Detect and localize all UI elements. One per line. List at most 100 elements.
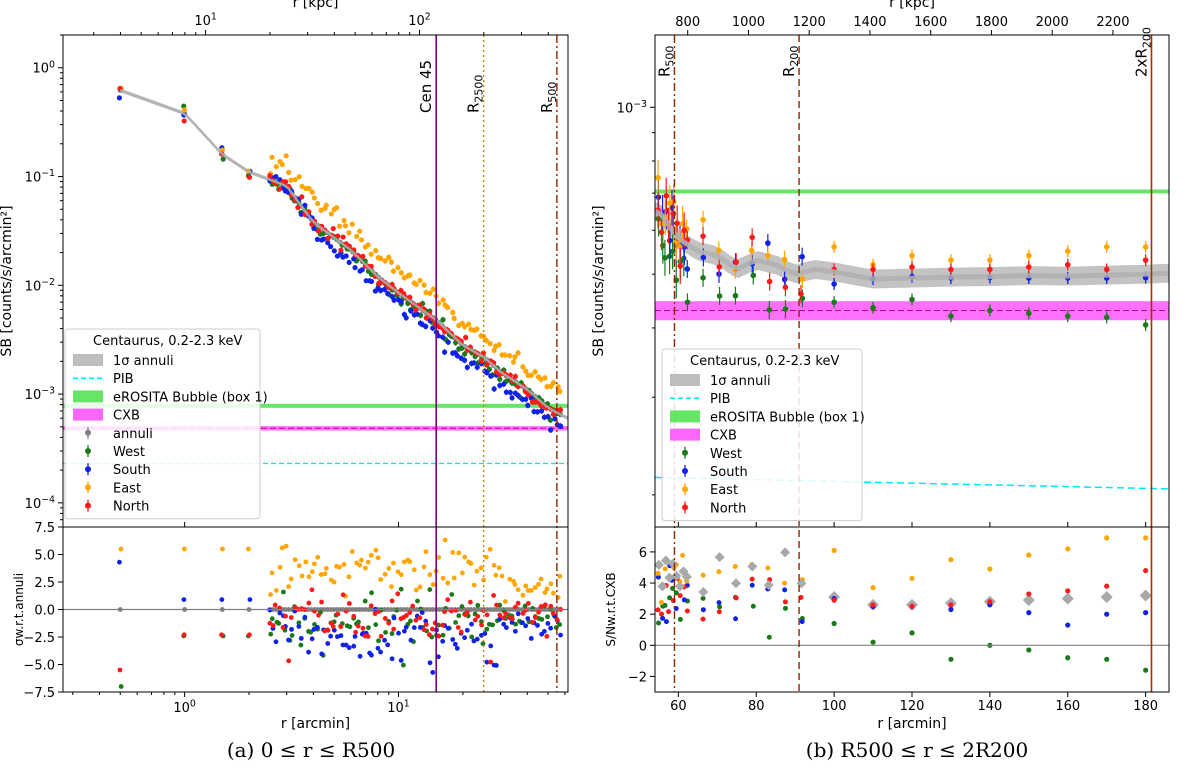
south-residual-point (417, 625, 423, 630)
west-point (1026, 310, 1032, 317)
west-point (497, 376, 503, 382)
north-residual-point (530, 620, 535, 625)
south-residual-point (289, 626, 294, 632)
top-tick-label: 2000 (1036, 15, 1069, 30)
ytick-label: 10−1 (25, 168, 55, 185)
east-residual-point (391, 560, 396, 566)
south-point (302, 202, 308, 208)
east-point (349, 221, 355, 227)
north-residual-point (423, 622, 429, 628)
north-residual-point (538, 604, 544, 609)
north-residual-point (479, 622, 484, 628)
east-point (299, 183, 305, 190)
north-residual-point (542, 602, 548, 608)
west-residual-point (308, 629, 314, 635)
annuli-line (119, 89, 568, 420)
south-residual-point (541, 628, 547, 634)
north-point (1026, 264, 1032, 270)
south-point (548, 427, 554, 433)
legend-entry: West (682, 446, 742, 462)
east-residual-point (357, 562, 363, 568)
east-residual-point (468, 561, 474, 566)
west-residual-point (280, 589, 286, 595)
top-tick-label: 1200 (793, 15, 826, 30)
east-point (1103, 244, 1110, 250)
west-sn-point (948, 656, 954, 662)
east-point (365, 242, 371, 248)
west-residual-point (118, 684, 124, 689)
east-residual-point (474, 568, 480, 574)
upper-ylabel: SB [counts/s/arcmin²] (591, 205, 607, 356)
south-sn-point (716, 600, 722, 606)
south-residual-point (401, 628, 407, 634)
south-residual-point (525, 616, 531, 621)
xtick-label: 80 (748, 699, 765, 714)
west-residual-point (398, 586, 404, 592)
annuli-sn-point (730, 578, 741, 589)
south-residual-point (398, 658, 404, 663)
north-residual-point (497, 612, 503, 618)
south-residual-point (352, 634, 358, 639)
north-point (557, 407, 564, 413)
north-residual-point (523, 607, 528, 613)
annuli-sn-point (698, 587, 709, 598)
north-residual-point (472, 617, 478, 623)
annuli-sn-point (1100, 591, 1113, 604)
east-residual-point (309, 569, 315, 575)
south-residual-point (396, 630, 401, 636)
east-point (523, 368, 529, 374)
east-sn-point (831, 547, 837, 553)
xtick-label: 140 (977, 699, 1002, 714)
east-point (538, 376, 544, 382)
east-point (544, 384, 550, 390)
east-point (315, 200, 321, 207)
legend-label: annuli (113, 427, 153, 442)
east-point (542, 375, 548, 381)
lower-ylabel: σw.r.t.annuli (12, 573, 26, 646)
north-residual-point (355, 623, 361, 629)
north-residual-point (378, 633, 384, 639)
south-residual-point (319, 651, 325, 657)
west-point (462, 351, 468, 357)
top-tick-label: 101 (194, 12, 217, 29)
east-residual-point (312, 561, 317, 567)
north-point (681, 227, 687, 234)
south-point (385, 290, 391, 297)
legend-entry: North (85, 499, 149, 515)
east-point (512, 354, 518, 360)
east-residual-point (286, 584, 292, 590)
north-residual-point (426, 632, 432, 638)
north-residual-point (389, 598, 395, 604)
legend-label: CXB (710, 429, 737, 444)
east-point (451, 315, 457, 321)
east-residual-point (395, 569, 401, 575)
legend-swatch-point (85, 448, 91, 454)
legend-label: 1σ annuli (113, 354, 174, 369)
east-residual-point (246, 546, 251, 552)
west-residual-point (373, 622, 379, 628)
south-residual-point (497, 616, 503, 622)
south-point (403, 315, 409, 321)
south-point (534, 409, 541, 415)
east-point (502, 352, 508, 358)
legend-entry: PIB (73, 372, 134, 387)
north-residual-point (346, 601, 352, 606)
north-point (267, 173, 273, 179)
west-residual-point (436, 622, 441, 628)
legend-label: West (710, 447, 742, 462)
legend-entry: eROSITA Bubble (box 1) (73, 390, 268, 405)
south-sn-point (948, 606, 954, 613)
south-point (378, 287, 384, 294)
west-residual-point (268, 631, 274, 637)
east-residual-point (331, 579, 337, 585)
south-point (435, 333, 441, 339)
east-residual-point (417, 584, 423, 590)
legend-swatch-point (682, 449, 688, 456)
east-point (676, 244, 683, 250)
legend-label: South (113, 463, 151, 478)
legend-entry: North (682, 501, 746, 516)
east-point (510, 359, 517, 365)
north-residual-point (458, 629, 464, 635)
north-point (463, 334, 469, 341)
north-residual-point (550, 610, 556, 616)
